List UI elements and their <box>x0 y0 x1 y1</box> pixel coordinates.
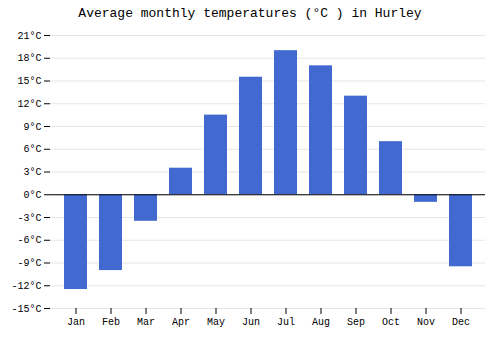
svg-text:-15°C: -15°C <box>11 304 41 315</box>
svg-text:Nov: Nov <box>417 317 435 328</box>
svg-text:0°C: 0°C <box>23 190 41 201</box>
svg-text:Aug: Aug <box>312 317 330 328</box>
svg-text:9°C: 9°C <box>23 122 41 133</box>
svg-text:Feb: Feb <box>102 317 120 328</box>
svg-text:Apr: Apr <box>172 317 190 328</box>
svg-text:May: May <box>207 317 225 328</box>
svg-text:Jun: Jun <box>242 317 260 328</box>
svg-text:Dec: Dec <box>452 317 470 328</box>
svg-text:Sep: Sep <box>347 317 365 328</box>
svg-text:18°C: 18°C <box>17 53 41 64</box>
svg-text:-12°C: -12°C <box>11 281 41 292</box>
svg-text:Jan: Jan <box>67 317 85 328</box>
svg-text:21°C: 21°C <box>17 31 41 42</box>
svg-text:Oct: Oct <box>382 317 400 328</box>
svg-text:-9°C: -9°C <box>17 258 41 269</box>
svg-text:-6°C: -6°C <box>17 235 41 246</box>
svg-text:6°C: 6°C <box>23 144 41 155</box>
svg-text:Jul: Jul <box>277 317 295 328</box>
svg-text:3°C: 3°C <box>23 167 41 178</box>
svg-text:Mar: Mar <box>137 317 155 328</box>
svg-text:15°C: 15°C <box>17 76 41 87</box>
svg-text:-3°C: -3°C <box>17 213 41 224</box>
html-text:Average monthly temperatures (: Average monthly temperatures (°C ) in Hu… <box>78 6 422 21</box>
svg-text:12°C: 12°C <box>17 99 41 110</box>
